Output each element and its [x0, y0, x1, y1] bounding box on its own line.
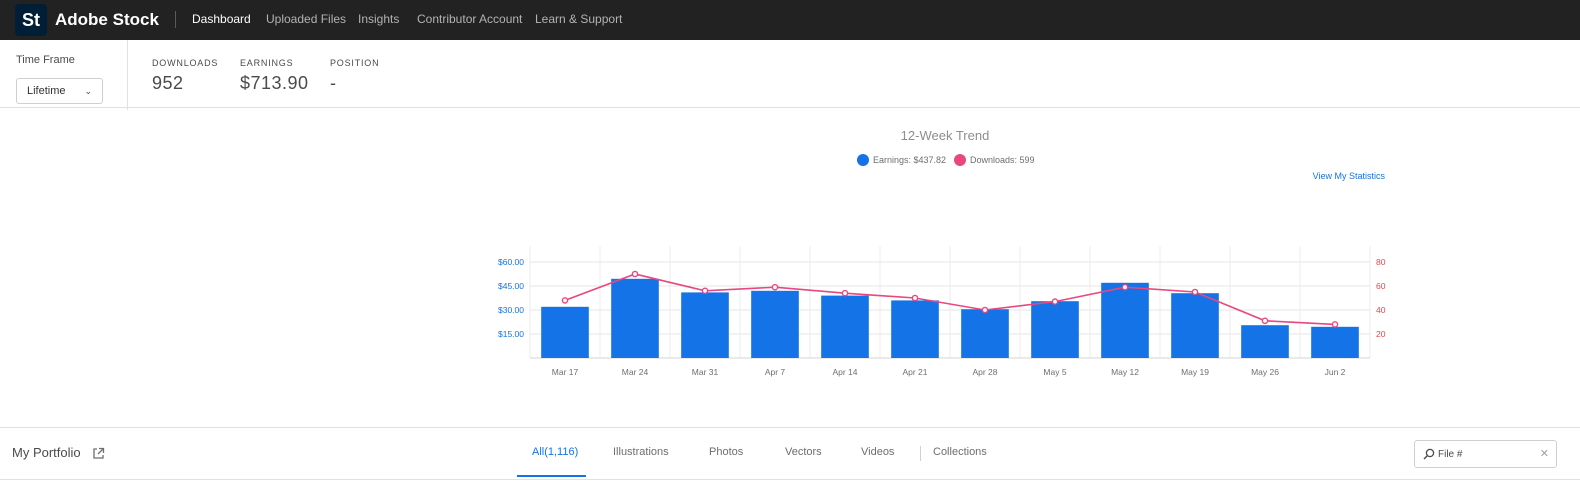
- position-label: POSITION: [330, 58, 380, 68]
- x-tick-label: Apr 28: [972, 367, 997, 377]
- earnings-bar: [1171, 293, 1219, 358]
- earnings-value: $713.90: [240, 73, 309, 93]
- clear-icon[interactable]: ✕: [1539, 448, 1549, 460]
- tab-all[interactable]: All(1,116): [532, 446, 579, 458]
- active-tab-indicator: [517, 475, 586, 477]
- legend-earnings-label: Earnings: $437.82: [873, 155, 947, 165]
- x-tick-label: May 5: [1043, 367, 1066, 377]
- earnings-label: EARNINGS: [240, 58, 294, 68]
- tab-photos[interactable]: Photos: [709, 446, 744, 458]
- downloads-dot-icon: [954, 154, 966, 166]
- tab-illustrations[interactable]: Illustrations: [613, 446, 669, 458]
- chevron-down-icon: ⌄: [84, 86, 92, 96]
- y-left-tick-label: $15.00: [498, 329, 524, 339]
- nav-uploaded-files[interactable]: Uploaded Files: [266, 12, 347, 26]
- downloads-point: [631, 270, 639, 278]
- x-tick-label: Mar 17: [552, 367, 579, 377]
- downloads-point: [841, 289, 849, 297]
- earnings-bar: [681, 292, 729, 358]
- downloads-point: [561, 297, 569, 304]
- external-link-icon[interactable]: [92, 447, 105, 460]
- earnings-bar: [961, 309, 1009, 358]
- x-tick-label: Apr 7: [765, 367, 786, 377]
- timeframe-value: Lifetime: [27, 85, 66, 97]
- downloads-value: 952: [152, 73, 184, 93]
- downloads-point: [771, 283, 779, 291]
- earnings-dot-icon: [857, 154, 869, 166]
- earnings-bar: [611, 278, 659, 358]
- x-tick-label: Mar 24: [622, 367, 649, 377]
- earnings-bar: [1311, 326, 1359, 358]
- downloads-point: [1121, 283, 1129, 291]
- y-right-tick-label: 80: [1376, 257, 1386, 267]
- downloads-point: [701, 287, 709, 295]
- tab-videos[interactable]: Videos: [861, 446, 895, 458]
- y-left-tick-label: $60.00: [498, 257, 524, 267]
- x-tick-label: May 19: [1181, 367, 1209, 377]
- top-navigation-bar: St Adobe Stock Dashboard Uploaded Files …: [0, 0, 1580, 40]
- downloads-point: [911, 294, 919, 302]
- nav-insights[interactable]: Insights: [358, 12, 400, 26]
- file-number-input[interactable]: [1438, 446, 1538, 463]
- legend-earnings[interactable]: Earnings: $437.82: [857, 154, 946, 166]
- chart-title: 12-Week Trend: [900, 128, 990, 143]
- x-tick-label: Apr 14: [832, 367, 857, 377]
- tab-divider: [920, 446, 921, 461]
- position-value: -: [330, 73, 337, 93]
- downloads-label: DOWNLOADS: [152, 58, 219, 68]
- legend-downloads-label: Downloads: 599: [970, 155, 1035, 165]
- earnings-bar: [751, 290, 799, 358]
- legend-downloads[interactable]: Downloads: 599: [954, 154, 1035, 166]
- earnings-bar: [821, 295, 869, 358]
- nav-divider: [175, 11, 176, 28]
- summary-divider: [127, 40, 128, 110]
- x-tick-label: Apr 21: [902, 367, 927, 377]
- adobe-stock-logo[interactable]: St: [15, 4, 47, 36]
- search-icon: [1423, 448, 1435, 460]
- downloads-point: [1331, 321, 1339, 328]
- tab-vectors[interactable]: Vectors: [785, 446, 822, 458]
- earnings-bar: [1101, 282, 1149, 358]
- y-right-tick-label: 40: [1376, 305, 1386, 315]
- x-tick-label: Mar 31: [692, 367, 719, 377]
- portfolio-bar: My Portfolio All(1,116) Illustrations Ph…: [0, 427, 1580, 480]
- earnings-bar: [891, 300, 939, 358]
- nav-dashboard[interactable]: Dashboard: [192, 12, 251, 26]
- portfolio-title: My Portfolio: [12, 445, 81, 460]
- brand-name[interactable]: Adobe Stock: [55, 10, 159, 29]
- x-tick-label: May 12: [1111, 367, 1139, 377]
- earnings-bar: [1241, 325, 1289, 358]
- earnings-bar: [1031, 301, 1079, 358]
- y-right-tick-label: 20: [1376, 329, 1386, 339]
- earnings-bar: [541, 306, 589, 358]
- downloads-point: [1191, 288, 1199, 296]
- tab-collections[interactable]: Collections: [933, 446, 987, 458]
- twelve-week-trend-chart: $60.00 $45.00 $30.00 $15.00 80 60 40 20 Mar 17 Ma…: [498, 246, 1386, 377]
- y-right-tick-label: 60: [1376, 281, 1386, 291]
- summary-panel: Time Frame Lifetime ⌄ DOWNLOADS 952 EARN…: [0, 40, 1580, 110]
- y-left-tick-label: $30.00: [498, 305, 524, 315]
- downloads-point: [1261, 317, 1269, 325]
- timeframe-select[interactable]: Lifetime ⌄: [16, 78, 103, 104]
- downloads-point: [1051, 298, 1059, 305]
- view-my-statistics-link[interactable]: View My Statistics: [1312, 171, 1385, 181]
- timeframe-label: Time Frame: [16, 54, 75, 66]
- nav-contributor-account[interactable]: Contributor Account: [417, 12, 523, 26]
- x-tick-label: Jun 2: [1325, 367, 1346, 377]
- file-search-box[interactable]: ✕: [1414, 440, 1557, 468]
- downloads-line: [564, 273, 1336, 326]
- nav-learn-support[interactable]: Learn & Support: [535, 12, 623, 26]
- downloads-point: [981, 306, 989, 314]
- x-tick-label: May 26: [1251, 367, 1279, 377]
- y-left-tick-label: $45.00: [498, 281, 524, 291]
